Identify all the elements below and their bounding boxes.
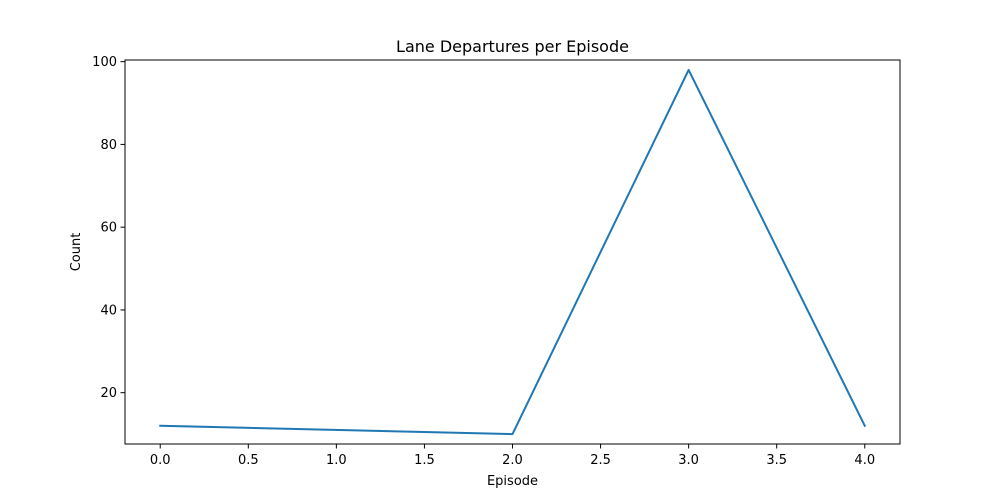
y-tick-label: 100: [92, 55, 117, 70]
x-tick-label: 4.0: [854, 453, 875, 468]
y-tick-label: 20: [100, 386, 117, 401]
chart-title: Lane Departures per Episode: [396, 37, 629, 56]
y-tick-label: 60: [100, 221, 117, 236]
x-tick-label: 3.0: [678, 453, 699, 468]
x-axis-label: Episode: [487, 474, 538, 489]
x-tick-label: 3.5: [766, 453, 787, 468]
x-tick-label: 0.0: [150, 453, 171, 468]
x-tick-label: 1.5: [414, 453, 435, 468]
y-tick-label: 80: [100, 138, 117, 153]
x-tick-label: 1.0: [326, 453, 347, 468]
axes-frame: [124, 59, 901, 445]
x-axis-ticks: 0.0 0.5 1.0 1.5 2.0 2.5 3.0 3.5 4.0: [150, 444, 875, 468]
y-tick-label: 40: [100, 303, 117, 318]
y-axis-ticks: 20 40 60 80 100: [92, 55, 125, 401]
x-tick-label: 2.0: [502, 453, 523, 468]
plot-area: 0.0 0.5 1.0 1.5 2.0 2.5 3.0 3.5 4.0 20 40 60 80 100: [92, 55, 901, 468]
y-axis-label: Count: [69, 233, 84, 272]
x-tick-label: 0.5: [238, 453, 259, 468]
x-tick-label: 2.5: [590, 453, 611, 468]
series-layer: [159, 68, 867, 436]
series-line: [159, 68, 867, 436]
